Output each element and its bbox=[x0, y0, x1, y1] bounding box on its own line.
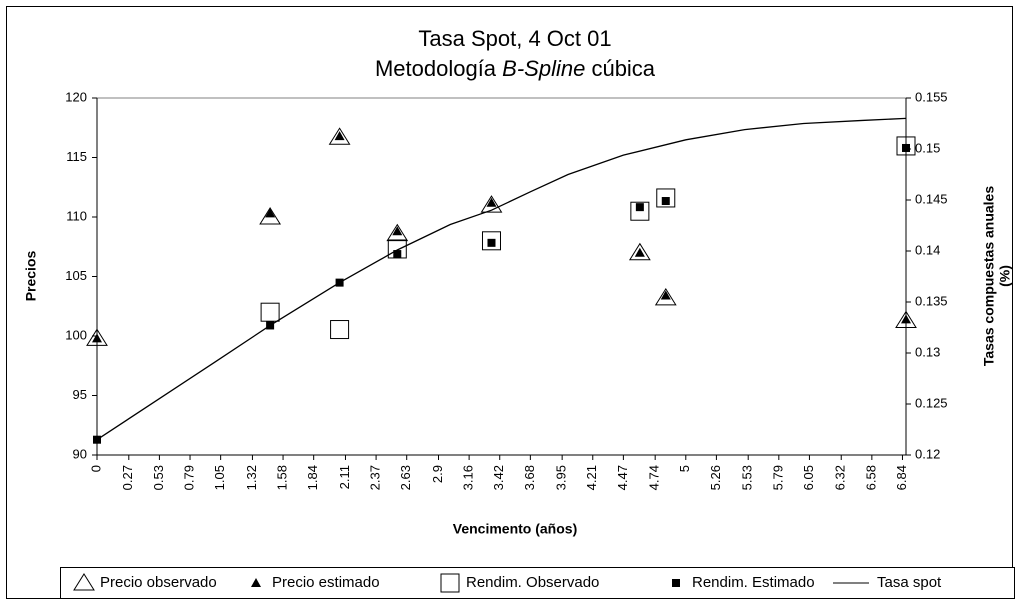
y2-axis-label: (%) bbox=[997, 265, 1013, 287]
marker bbox=[486, 197, 497, 207]
marker bbox=[92, 333, 102, 343]
x-tick-label: 1.84 bbox=[305, 465, 320, 490]
marker bbox=[265, 208, 276, 218]
marker bbox=[480, 195, 503, 213]
marker bbox=[895, 310, 917, 329]
chart-border bbox=[6, 6, 1013, 599]
legend-label: Tasa spot bbox=[877, 574, 942, 591]
marker bbox=[896, 136, 916, 156]
y-tick-label: 100 bbox=[65, 327, 87, 342]
x-tick-label: 5.26 bbox=[708, 465, 723, 490]
x-axis-label: Vencimento (años) bbox=[453, 521, 577, 537]
y2-tick-label: 0.15 bbox=[915, 140, 940, 155]
marker bbox=[630, 201, 650, 221]
subtitle-part: Metodología bbox=[375, 56, 497, 81]
x-tick-label: 0.53 bbox=[151, 465, 166, 490]
x-tick-label: 3.42 bbox=[491, 465, 506, 490]
x-tick-label: 4.21 bbox=[584, 465, 599, 490]
marker bbox=[260, 302, 280, 322]
marker bbox=[654, 287, 677, 306]
marker bbox=[635, 203, 644, 212]
legend-label: Rendim. Observado bbox=[466, 574, 599, 591]
marker bbox=[328, 127, 351, 145]
marker bbox=[902, 143, 910, 152]
x-tick-label: 5 bbox=[677, 465, 692, 472]
x-tick-label: 2.9 bbox=[430, 465, 445, 483]
y2-tick-label: 0.135 bbox=[915, 293, 948, 308]
legend-marker bbox=[672, 579, 680, 587]
chart-subtitle: Metodología B-Spline cúbica bbox=[375, 56, 656, 81]
y2-tick-label: 0.125 bbox=[915, 395, 948, 410]
legend-marker bbox=[440, 573, 460, 593]
legend-marker bbox=[251, 578, 261, 587]
x-tick-label: 2.37 bbox=[368, 465, 383, 490]
marker bbox=[386, 223, 409, 242]
legend-label: Precio estimado bbox=[272, 574, 380, 591]
y2-axis-label: Tasas compuestas anuales bbox=[981, 186, 997, 366]
x-tick-label: 6.84 bbox=[894, 465, 909, 490]
x-tick-label: 3.95 bbox=[554, 465, 569, 490]
marker bbox=[86, 328, 108, 346]
x-tick-label: 1.58 bbox=[274, 465, 289, 490]
marker bbox=[330, 320, 350, 340]
x-tick-label: 0.27 bbox=[120, 465, 135, 490]
marker bbox=[259, 207, 282, 225]
x-tick-label: 3.16 bbox=[461, 465, 476, 490]
x-tick-label: 0 bbox=[88, 465, 103, 472]
y-tick-label: 120 bbox=[65, 89, 87, 104]
legend-label: Rendim. Estimado bbox=[692, 574, 815, 591]
legend-label: Precio observado bbox=[100, 574, 217, 591]
marker bbox=[487, 238, 496, 247]
marker bbox=[661, 197, 670, 206]
marker bbox=[901, 314, 911, 324]
x-tick-label: 0.79 bbox=[181, 465, 196, 490]
x-tick-label: 5.53 bbox=[740, 465, 755, 490]
y-tick-label: 115 bbox=[66, 149, 87, 164]
marker bbox=[628, 242, 651, 261]
y2-tick-label: 0.13 bbox=[915, 344, 940, 359]
x-tick-label: 6.32 bbox=[833, 465, 848, 490]
x-tick-label: 4.74 bbox=[647, 465, 662, 490]
y-tick-label: 90 bbox=[73, 446, 87, 461]
x-tick-label: 2.11 bbox=[337, 465, 352, 489]
x-tick-label: 2.63 bbox=[398, 465, 413, 490]
y-tick-label: 110 bbox=[66, 208, 87, 223]
y2-tick-label: 0.145 bbox=[915, 191, 948, 206]
spot-line bbox=[96, 117, 907, 441]
x-tick-label: 1.32 bbox=[244, 465, 259, 490]
marker bbox=[656, 188, 676, 208]
y-axis-label: Precios bbox=[23, 250, 39, 301]
marker bbox=[660, 290, 671, 300]
legend-marker bbox=[73, 573, 95, 591]
y-tick-label: 105 bbox=[65, 268, 87, 283]
marker bbox=[392, 226, 403, 236]
x-tick-label: 6.58 bbox=[863, 465, 878, 490]
y2-tick-label: 0.12 bbox=[915, 446, 940, 461]
chart-title: Tasa Spot, 4 Oct 01 bbox=[418, 26, 611, 51]
x-tick-label: 3.68 bbox=[522, 465, 537, 490]
y-tick-label: 95 bbox=[73, 387, 87, 402]
x-tick-label: 5.79 bbox=[770, 465, 785, 490]
marker bbox=[634, 247, 645, 257]
x-tick-label: 4.47 bbox=[615, 465, 630, 490]
subtitle-part: cúbica bbox=[591, 56, 655, 81]
y2-tick-label: 0.14 bbox=[915, 242, 940, 257]
y2-tick-label: 0.155 bbox=[915, 89, 948, 104]
marker bbox=[393, 250, 402, 259]
marker bbox=[481, 231, 501, 251]
marker bbox=[334, 131, 345, 141]
x-tick-label: 6.05 bbox=[801, 465, 816, 490]
subtitle-part: B-Spline bbox=[502, 56, 585, 81]
x-tick-label: 1.05 bbox=[212, 465, 227, 490]
